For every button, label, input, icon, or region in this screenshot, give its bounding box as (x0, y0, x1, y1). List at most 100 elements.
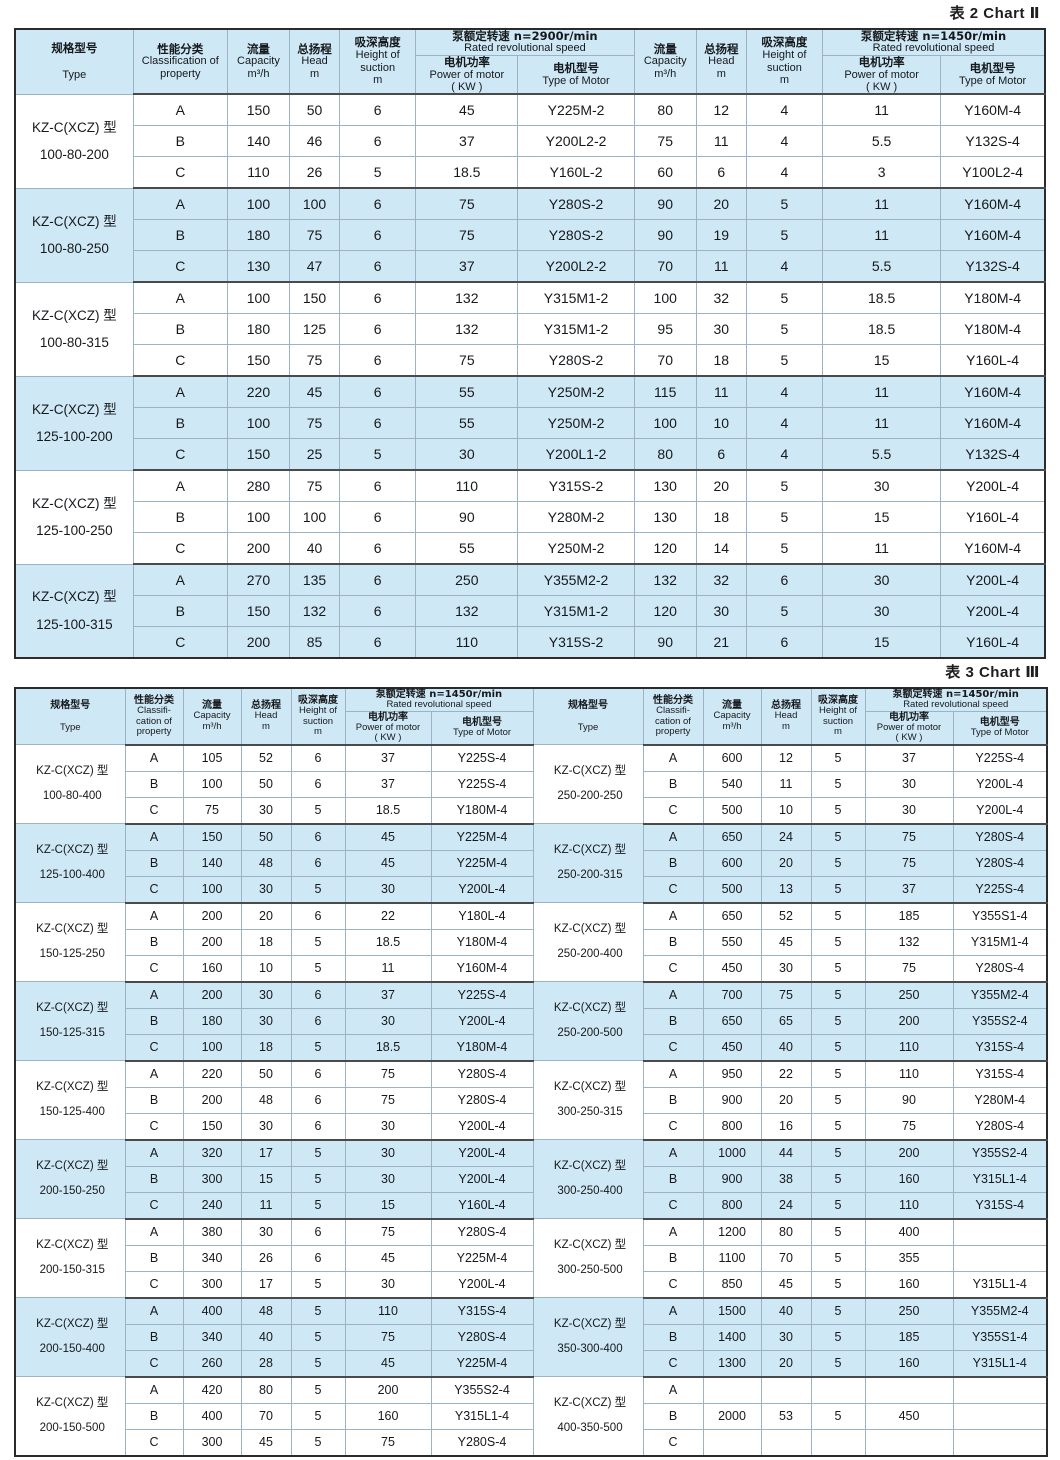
power-cell-right: 160 (864, 1349, 954, 1378)
motor-cell-left: Y200L-4 (430, 1138, 534, 1167)
classification-cell-left: B (124, 1323, 184, 1351)
suction-cell-right: 5 (810, 954, 866, 983)
head-cell-right: 75 (760, 980, 812, 1009)
suction-cell-left: 6 (339, 344, 417, 377)
suction-cell-left: 6 (290, 849, 346, 877)
power-cell-right: 110 (864, 1033, 954, 1062)
power-cell-left: 45 (344, 822, 432, 851)
capacity-cell-left: 75 (182, 796, 242, 825)
motor-cell-right: Y315S-4 (952, 1191, 1048, 1220)
header-motor-left: 电机型号 Type of Motor (517, 54, 635, 95)
table-row: KZ-C(XCZ) 型 150-125-400 A 220 50 6 75 Y280S-4 KZ… (14, 1059, 1048, 1141)
chart-2-body: KZ-C(XCZ) 型 100-80-200 A 150 50 6 45 Y225M-2 80 1… (14, 93, 1046, 659)
classification-cell-right: A (642, 1296, 704, 1325)
chart-2-title: 表 2 Chart Ⅱ (949, 5, 1040, 22)
classification-cell-right: B (642, 849, 704, 877)
type-model-cell: KZ-C(XCZ) 型 300-250-400 (532, 1139, 644, 1220)
capacity-cell-right: 800 (702, 1112, 762, 1141)
classification-cell-right: A (642, 822, 704, 851)
classification-cell-right: B (642, 928, 704, 956)
head-cell-left: 18 (240, 928, 292, 956)
power-cell-right: 11 (821, 532, 942, 565)
head-cell-left: 30 (240, 796, 292, 825)
motor-cell-right: Y315L1-4 (952, 1165, 1048, 1193)
capacity-cell-left: 340 (182, 1323, 242, 1351)
suction-cell-left: 5 (290, 796, 346, 825)
type-model-cell: KZ-C(XCZ) 型 150-125-400 (14, 1060, 126, 1141)
power-cell-right: 75 (864, 1112, 954, 1141)
classification-cell-left: C (124, 875, 184, 904)
type-model-cell: KZ-C(XCZ) 型 250-200-315 (532, 823, 644, 904)
power-cell-left: 30 (415, 438, 519, 471)
suction-cell-right: 4 (745, 156, 824, 189)
chart-3-title: 表 3 Chart Ⅲ (945, 664, 1040, 682)
capacity-cell-right (702, 1428, 762, 1457)
capacity-cell-right: 100 (633, 281, 697, 315)
suction-cell-left: 5 (290, 875, 346, 904)
motor-cell-left: Y315S-4 (430, 1296, 534, 1325)
head-cell-left: 75 (288, 344, 341, 377)
capacity-cell-right: 800 (702, 1191, 762, 1220)
power-cell-left: 37 (344, 770, 432, 798)
type-model-line2: 200-150-250 (39, 1185, 105, 1198)
classification-cell-left: A (124, 980, 184, 1009)
table-row: KZ-C(XCZ) 型 125-100-200 A 220 45 6 55 Y250M-2 11… (14, 375, 1046, 471)
capacity-cell-left: 130 (226, 250, 291, 283)
head-cell-left: 52 (240, 743, 292, 772)
power-cell-right (864, 1375, 954, 1404)
capacity-cell-left: 200 (182, 928, 242, 956)
suction-cell-right: 5 (810, 901, 866, 930)
capacity-cell-right: 600 (702, 849, 762, 877)
table-row: KZ-C(XCZ) 型 200-150-315 A 380 30 6 75 Y280S-4 KZ… (14, 1217, 1048, 1299)
power-cell-left: 30 (344, 1165, 432, 1193)
capacity-cell-right: 900 (702, 1086, 762, 1114)
motor-cell-right: Y280S-4 (952, 954, 1048, 983)
head-cell-right: 13 (760, 875, 812, 904)
head-cell-left: 11 (240, 1191, 292, 1220)
capacity-cell-right: 450 (702, 954, 762, 983)
capacity-cell-left: 400 (182, 1296, 242, 1325)
classification-cell: B (132, 501, 228, 534)
classification-cell-right: A (642, 901, 704, 930)
classification-cell-left: A (124, 1296, 184, 1325)
power-cell-left: 18.5 (344, 1033, 432, 1062)
suction-cell-right: 4 (745, 93, 824, 127)
head-cell-left: 125 (288, 313, 341, 346)
header-motor-right: 电机型号 Type of Motor (940, 54, 1046, 95)
power-cell-left: 37 (344, 743, 432, 772)
motor-cell-left: Y280S-4 (430, 1428, 534, 1457)
classification-cell: A (132, 93, 228, 127)
suction-cell-right (810, 1428, 866, 1457)
suction-cell-right: 5 (745, 219, 824, 252)
type-model-line2: 250-200-400 (557, 948, 623, 961)
suction-cell-left: 6 (339, 281, 417, 315)
head-cell-left: 45 (288, 375, 341, 409)
capacity-cell-left: 220 (226, 375, 291, 409)
table-row: B 180 125 6 132 Y315M1-2 95 30 5 18.5 Y180M-4 (15, 313, 1046, 346)
power-cell-right: 5.5 (821, 250, 942, 283)
table-row: B 100 100 6 90 Y280M-2 130 18 5 15 Y160L-4 (15, 501, 1046, 534)
capacity-cell-right: 540 (702, 770, 762, 798)
table-row: B 180 75 6 75 Y280S-2 90 19 5 11 Y160M-4 (15, 219, 1046, 252)
motor-cell-right: Y160M-4 (940, 93, 1046, 127)
power-cell-left: 110 (344, 1296, 432, 1325)
head-cell-left: 100 (288, 187, 341, 221)
capacity-cell-left: 300 (182, 1270, 242, 1299)
type-model-line2: 300-250-315 (557, 1106, 623, 1119)
suction-cell-left: 6 (290, 980, 346, 1009)
power-cell-left: 45 (344, 1244, 432, 1272)
power-cell-right: 185 (864, 901, 954, 930)
type-model-cell: KZ-C(XCZ) 型 100-80-400 (14, 744, 126, 825)
power-cell-left: 110 (415, 626, 519, 659)
power-cell-left: 45 (344, 1349, 432, 1378)
table-row: KZ-C(XCZ) 型 200-150-500 A 420 80 5 200 Y355S2-4… (14, 1375, 1048, 1457)
head-cell-left: 70 (240, 1402, 292, 1430)
power-cell-right: 75 (864, 954, 954, 983)
classification-cell: B (132, 313, 228, 346)
capacity-cell-right: 650 (702, 901, 762, 930)
capacity-cell-left: 100 (226, 187, 291, 221)
table-row: C 75 30 5 18.5 Y180M-4 C 500 10 5 30 Y200L-4 (15, 796, 1048, 825)
suction-cell-left: 6 (339, 219, 417, 252)
motor-cell-left: Y280S-2 (517, 187, 635, 221)
suction-cell-left: 5 (290, 1323, 346, 1351)
